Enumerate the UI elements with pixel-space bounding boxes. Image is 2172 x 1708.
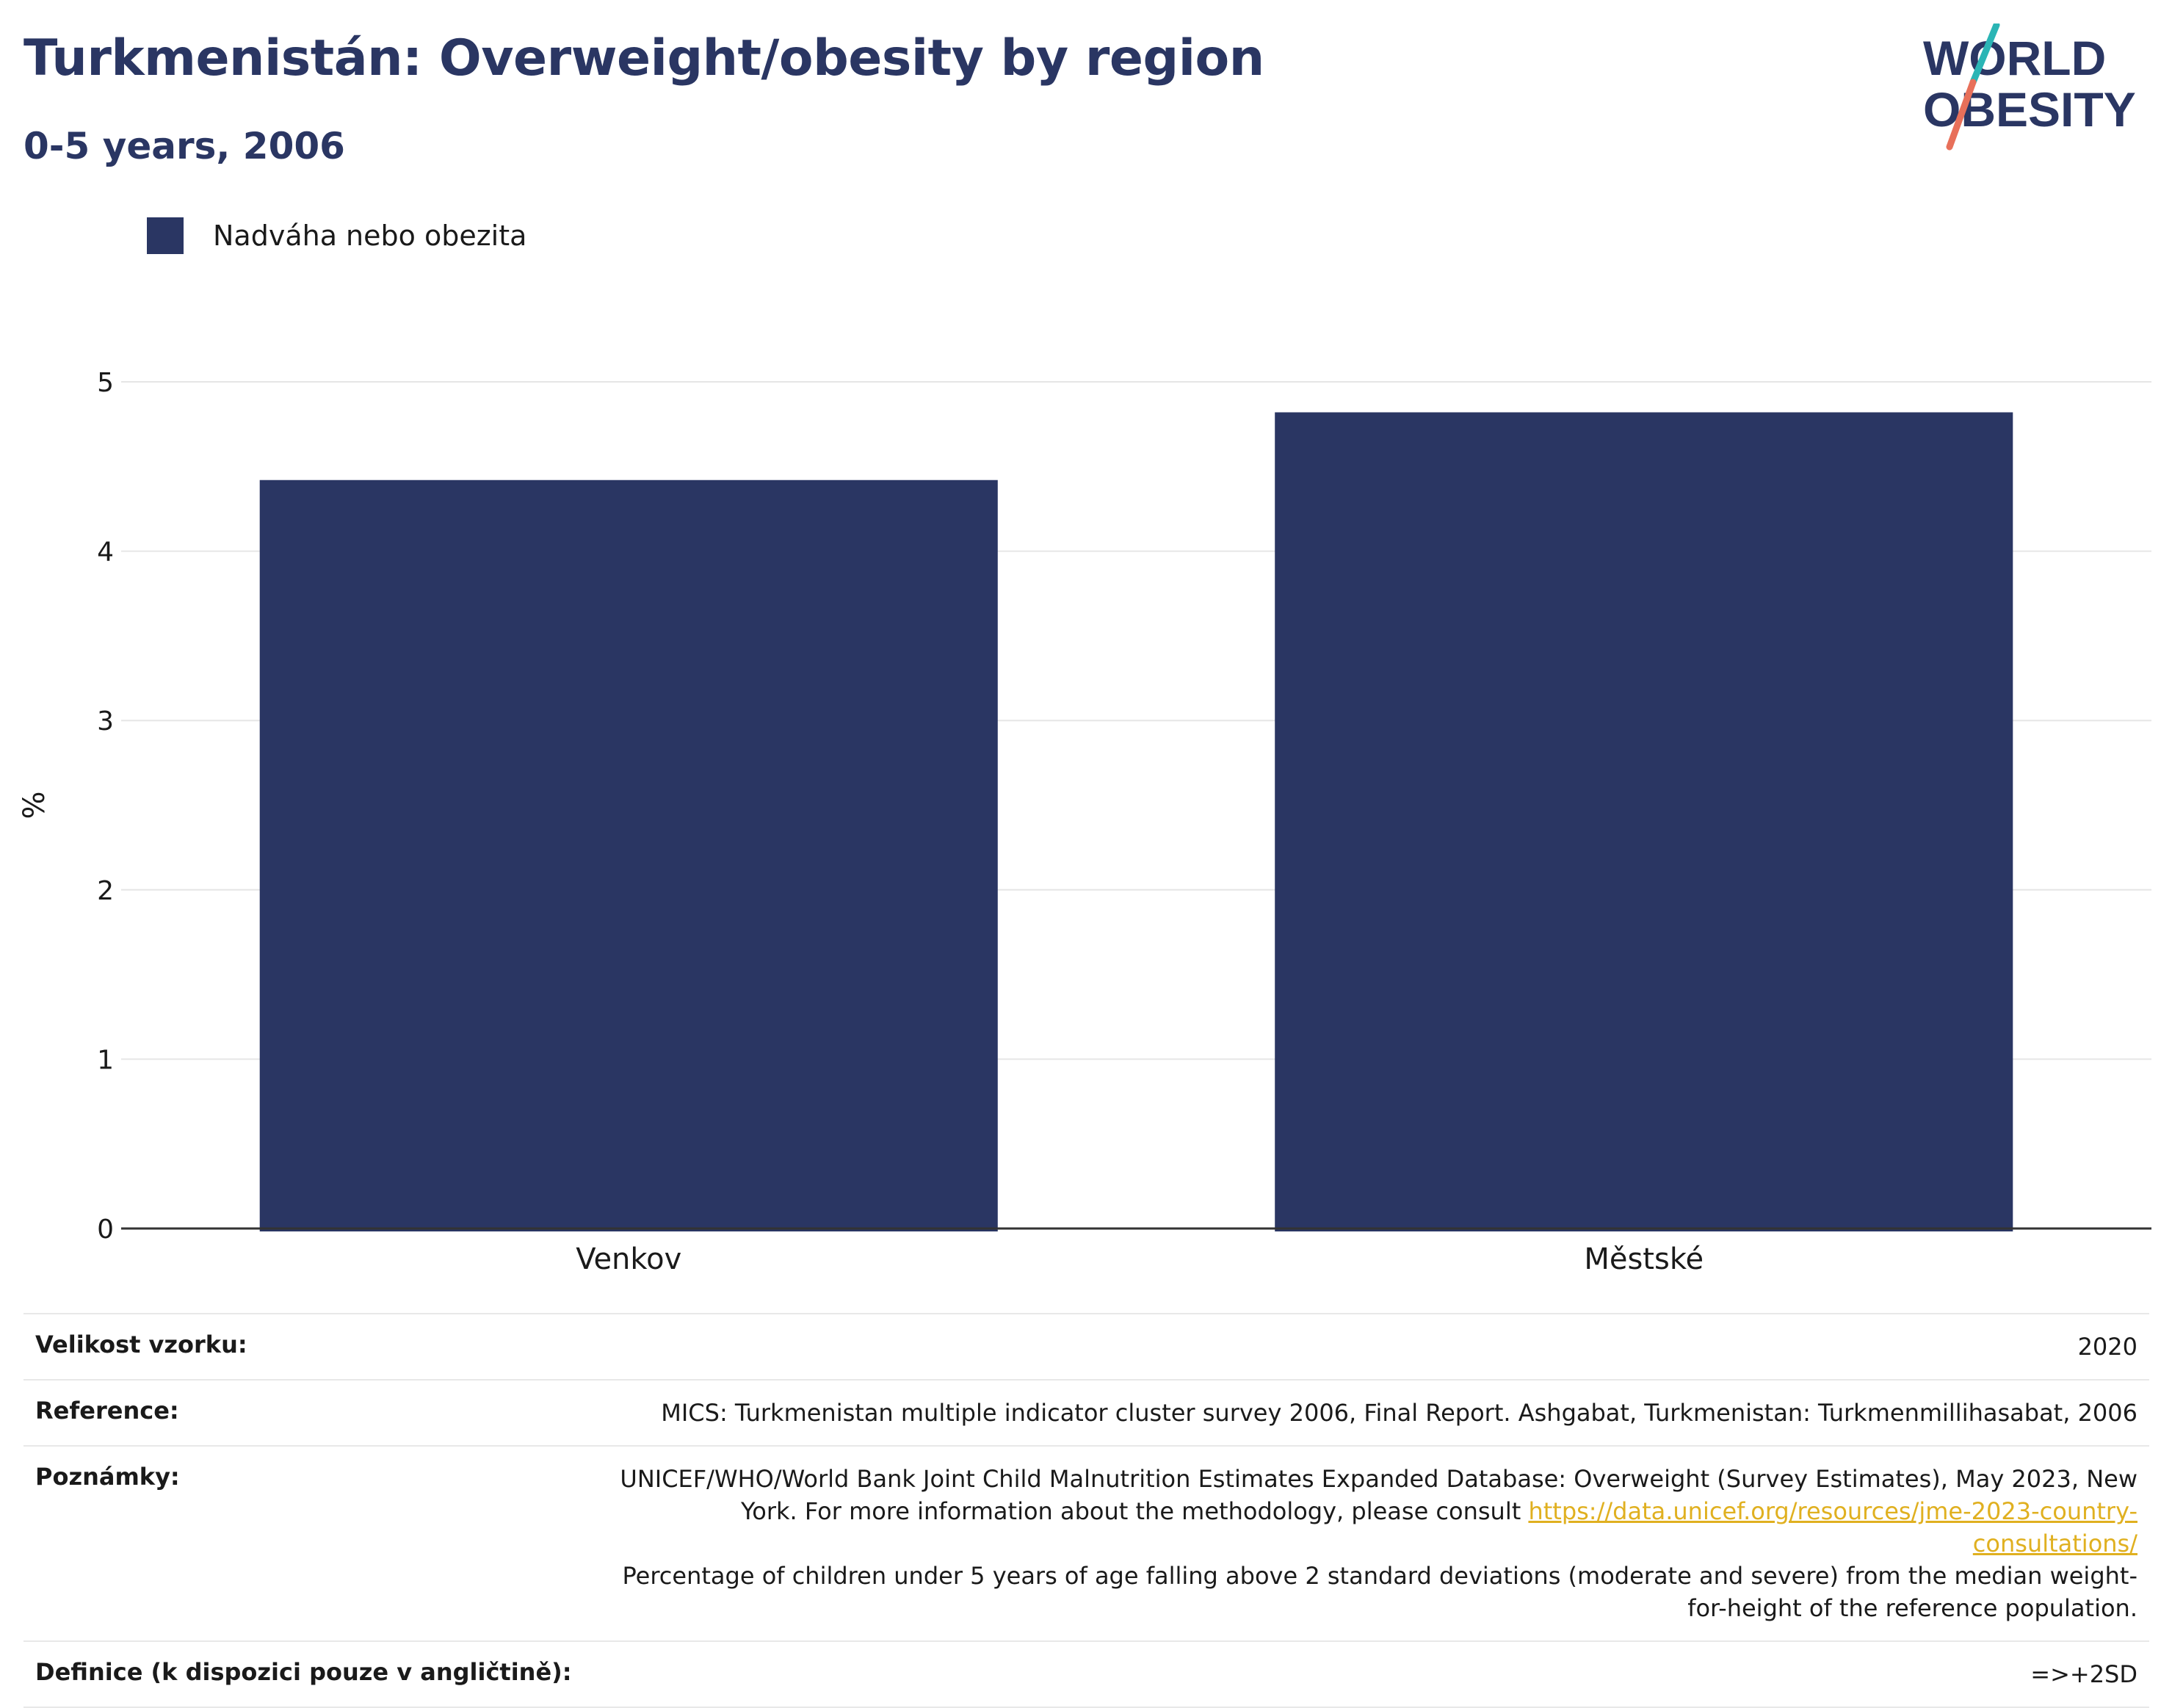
notes-value: UNICEF/WHO/World Bank Joint Child Malnut… [610,1463,2137,1624]
notes-definition-text: Percentage of children under 5 years of … [622,1562,2138,1622]
bar-chart: 0 1 2 3 4 5% Venkov Městské [18,368,2151,1276]
y-tick-label: 4 [97,538,114,568]
bar-venkov [259,480,998,1231]
y-tick-label: 2 [97,876,114,906]
reference-value: MICS: Turkmenistan multiple indicator cl… [661,1399,2137,1427]
legend[interactable]: Nadváha nebo obezita [147,217,526,254]
world-obesity-logo: WORLD OBESITY [1923,23,2136,151]
y-tick-label: 0 [97,1215,114,1245]
y-tick-label: 1 [97,1045,114,1075]
sample-size-value: 2020 [2077,1333,2137,1361]
bar-mestske [1275,412,2013,1231]
y-axis-label: % [18,791,51,819]
reference-label: Reference: [35,1397,179,1425]
metadata-table: Velikost vzorku: 2020 Reference: MICS: T… [23,1313,2149,1708]
sample-size-label: Velikost vzorku: [35,1331,247,1358]
meta-row-definition: Definice (k dispozici pouze v angličtině… [23,1640,2149,1708]
meta-row-notes: Poznámky: UNICEF/WHO/World Bank Joint Ch… [23,1445,2149,1640]
definition-value: =>+2SD [2030,1660,2137,1688]
legend-label: Nadváha nebo obezita [213,220,527,252]
logo-slash-coral [1946,79,1977,151]
notes-text: UNICEF/WHO/World Bank Joint Child Malnut… [620,1465,2137,1525]
y-tick-label: 5 [97,368,114,398]
meta-row-reference: Reference: MICS: Turkmenistan multiple i… [23,1379,2149,1445]
definition-label: Definice (k dispozici pouze v angličtině… [35,1658,572,1686]
chart-title: Turkmenistán: Overweight/obesity by regi… [23,29,1264,87]
y-tick-label: 3 [97,706,114,737]
logo-line1: WORLD [1923,31,2106,85]
x-tick-label: Městské [1584,1242,1704,1276]
notes-link[interactable]: https://data.unicef.org/resources/jme-20… [1528,1497,2137,1557]
logo-slash-teal [1969,23,2000,86]
x-tick-label: Venkov [576,1242,681,1276]
legend-swatch [147,217,184,254]
chart-subtitle: 0-5 years, 2006 [23,125,345,167]
meta-row-sample: Velikost vzorku: 2020 [23,1313,2149,1379]
notes-label: Poznámky: [35,1463,180,1491]
